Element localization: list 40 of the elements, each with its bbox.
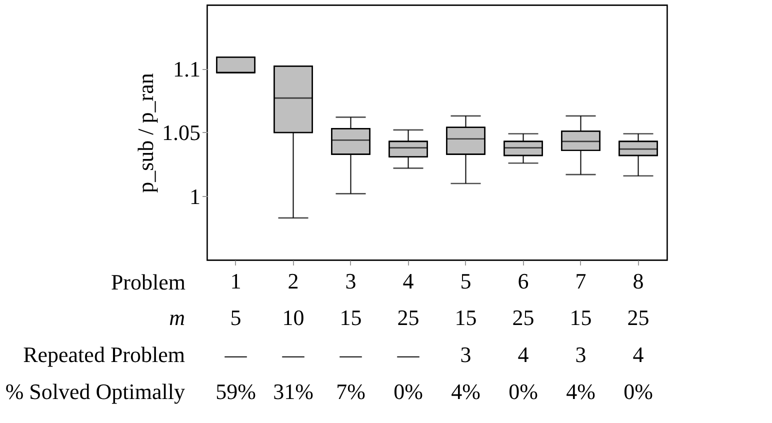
text: — xyxy=(396,342,420,367)
text: 0% xyxy=(508,379,538,404)
text: Repeated Problem xyxy=(23,342,185,367)
text: 25 xyxy=(397,305,420,330)
y-tick-label: 1.05 xyxy=(162,120,200,145)
text: 3 xyxy=(460,342,472,367)
x-tick-label: 2 xyxy=(288,268,299,294)
y-axis-title: p_sub / p_ran xyxy=(133,73,158,193)
text: 5 xyxy=(230,305,242,330)
text: 4 xyxy=(518,342,529,367)
x-tick-label: 3 xyxy=(345,268,356,294)
text: 15 xyxy=(570,305,592,330)
x-tick-label: 6 xyxy=(518,268,529,294)
text: 25 xyxy=(512,305,534,330)
text: 15 xyxy=(454,305,477,330)
text: — xyxy=(338,342,363,367)
x-tick-label: 4 xyxy=(402,268,414,294)
x-tick-label: 5 xyxy=(460,268,472,294)
text: 4% xyxy=(566,379,596,404)
text: 25 xyxy=(627,305,650,330)
y-tick-label: 1 xyxy=(190,184,200,209)
text: 4% xyxy=(451,379,480,404)
y-tick-label: 1.1 xyxy=(173,56,200,82)
text: m xyxy=(169,305,185,330)
text: 59% xyxy=(216,379,256,404)
text: 3 xyxy=(575,342,586,367)
text: % Solved Optimally xyxy=(5,379,185,404)
text: 10 xyxy=(282,305,304,330)
text: 4 xyxy=(632,342,644,367)
text: 0% xyxy=(624,379,653,404)
x-tick-label: 1 xyxy=(230,268,242,294)
x-axis-title: Problem xyxy=(110,270,186,294)
text: 7% xyxy=(336,379,366,404)
text: 15 xyxy=(340,305,362,330)
text: — xyxy=(224,342,248,367)
text: 31% xyxy=(273,379,314,404)
text: 0% xyxy=(394,379,423,404)
text: — xyxy=(281,342,306,367)
x-tick-label: 7 xyxy=(575,268,586,294)
x-tick-label: 8 xyxy=(632,268,644,294)
